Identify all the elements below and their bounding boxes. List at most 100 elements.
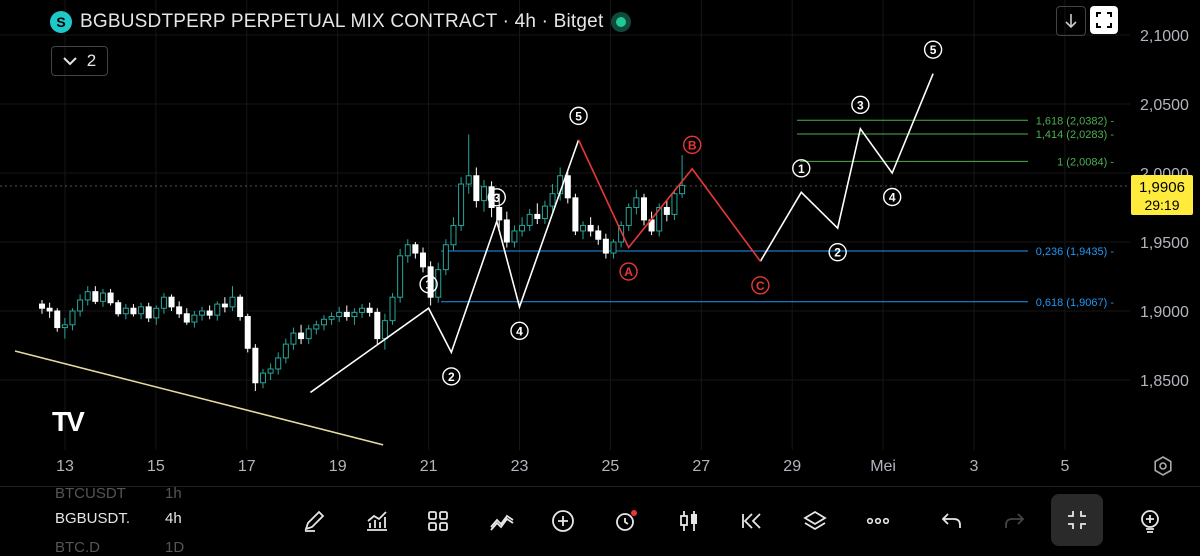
candle-up [610, 241, 617, 254]
watchlist-interval: 4h [165, 510, 182, 527]
x-tick-label: 19 [329, 458, 347, 475]
collapse-button[interactable] [1051, 494, 1103, 546]
candle-up [389, 296, 396, 322]
candle-up [122, 307, 129, 315]
candle-down [534, 213, 541, 220]
trend-line [14, 350, 384, 446]
watchlist-item[interactable]: BTC.D 1D [55, 539, 184, 556]
chart-header: S BGBUSDTPERP PERPETUAL MIX CONTRACT · 4… [50, 8, 632, 36]
candle-up [549, 193, 556, 207]
indicators-button[interactable] [361, 505, 393, 537]
candle-down [343, 311, 350, 318]
fullscreen-button[interactable] [1090, 6, 1118, 34]
impulse-wave-label-ring [828, 242, 847, 262]
candle-down [145, 306, 152, 319]
impulse-wave-label: 1 [798, 162, 805, 176]
market-status-icon [611, 12, 632, 32]
candle-up [84, 291, 91, 301]
impulse-wave-label: 1 [425, 278, 432, 292]
fullscreen-icon [1096, 12, 1112, 28]
candle-up [267, 368, 274, 374]
undo-button[interactable] [936, 505, 968, 537]
candle-down [54, 310, 61, 329]
candle-down [176, 306, 183, 315]
candle-up [679, 184, 686, 195]
candle-up [305, 328, 312, 340]
impulse-wave-line [309, 139, 580, 394]
candle-down [39, 303, 45, 309]
redo-icon [1005, 513, 1025, 528]
candle-up [61, 324, 68, 329]
settings-icon[interactable] [1152, 455, 1174, 477]
candle-up [229, 296, 236, 308]
candle-down [473, 175, 480, 202]
plus-circle-icon [552, 510, 574, 532]
impulse-wave-label: 3 [493, 191, 500, 205]
impulse-wave-label: 5 [930, 43, 937, 57]
candle-up [282, 343, 289, 359]
indicators-icon [367, 511, 387, 531]
object-tree-button[interactable] [799, 505, 831, 537]
tradingview-logo: TV [52, 406, 85, 437]
candle-down [663, 207, 670, 215]
candle-up [69, 310, 76, 326]
replay-button[interactable] [736, 505, 768, 537]
watchlist-interval: 1D [165, 539, 185, 556]
candle-up [633, 197, 640, 208]
x-tick-label: 13 [56, 458, 74, 475]
candle-up [580, 224, 587, 232]
impulse-wave-label-ring [419, 275, 438, 294]
candle-down [488, 186, 495, 209]
impulse-wave-label: 3 [857, 98, 864, 112]
candle-down [602, 238, 609, 254]
current-price-tag [1131, 174, 1193, 215]
candle-down [206, 310, 213, 316]
download-button[interactable] [1056, 6, 1086, 36]
watchlist-item-active[interactable]: BGBUSDT. 4h [55, 510, 182, 527]
correction-wave-label: B [688, 138, 697, 152]
candle-down [244, 316, 251, 349]
candles-icon [680, 511, 697, 531]
add-button[interactable] [547, 505, 579, 537]
impulse-wave-label-ring [510, 321, 529, 341]
y-tick-label: 2,0500 [1140, 97, 1189, 114]
x-tick-label: 5 [1060, 458, 1069, 475]
x-tick-label: 23 [511, 458, 529, 475]
arrow-down-icon [1065, 14, 1077, 29]
impulse-wave-label: 2 [834, 246, 841, 260]
symbol-title[interactable]: BGBUSDTPERP PERPETUAL MIX CONTRACT · 4h … [80, 11, 604, 32]
candle-down [46, 307, 53, 312]
x-tick-label: 29 [783, 458, 801, 475]
patterns-button[interactable] [486, 505, 518, 537]
ideas-button[interactable] [1134, 505, 1166, 537]
lightbulb-icon [1141, 510, 1159, 533]
alerts-button[interactable] [610, 505, 642, 537]
layouts-button[interactable] [422, 505, 454, 537]
candle-up [138, 306, 145, 315]
candle-up [351, 311, 358, 318]
correction-wave-label-ring [683, 135, 702, 155]
candle-up [618, 224, 625, 243]
candle-down [640, 197, 647, 221]
draw-tool-button[interactable] [298, 505, 330, 537]
collapse-icon [1068, 511, 1086, 529]
candle-up [450, 224, 457, 246]
impulse-wave-label-ring [487, 188, 506, 207]
candle-up [99, 292, 106, 302]
candle-down [237, 296, 244, 318]
redo-button[interactable] [998, 505, 1030, 537]
watchlist-item[interactable]: BTCUSDT 1h [55, 485, 182, 502]
x-tick-label: 17 [238, 458, 256, 475]
candle-up [359, 307, 366, 313]
candle-down [503, 219, 510, 243]
indicators-toggle-button[interactable]: 2 [51, 46, 108, 76]
alert-clock-icon [616, 510, 637, 531]
chart-type-button[interactable] [673, 505, 705, 537]
current-price-value: 1,9906 [1139, 179, 1185, 196]
x-tick-label: 3 [970, 458, 979, 475]
candle-up [625, 207, 632, 226]
fib-level-label: 1 (2,0084) - [1057, 156, 1114, 168]
more-button[interactable] [862, 505, 894, 537]
candle-down [496, 207, 503, 221]
